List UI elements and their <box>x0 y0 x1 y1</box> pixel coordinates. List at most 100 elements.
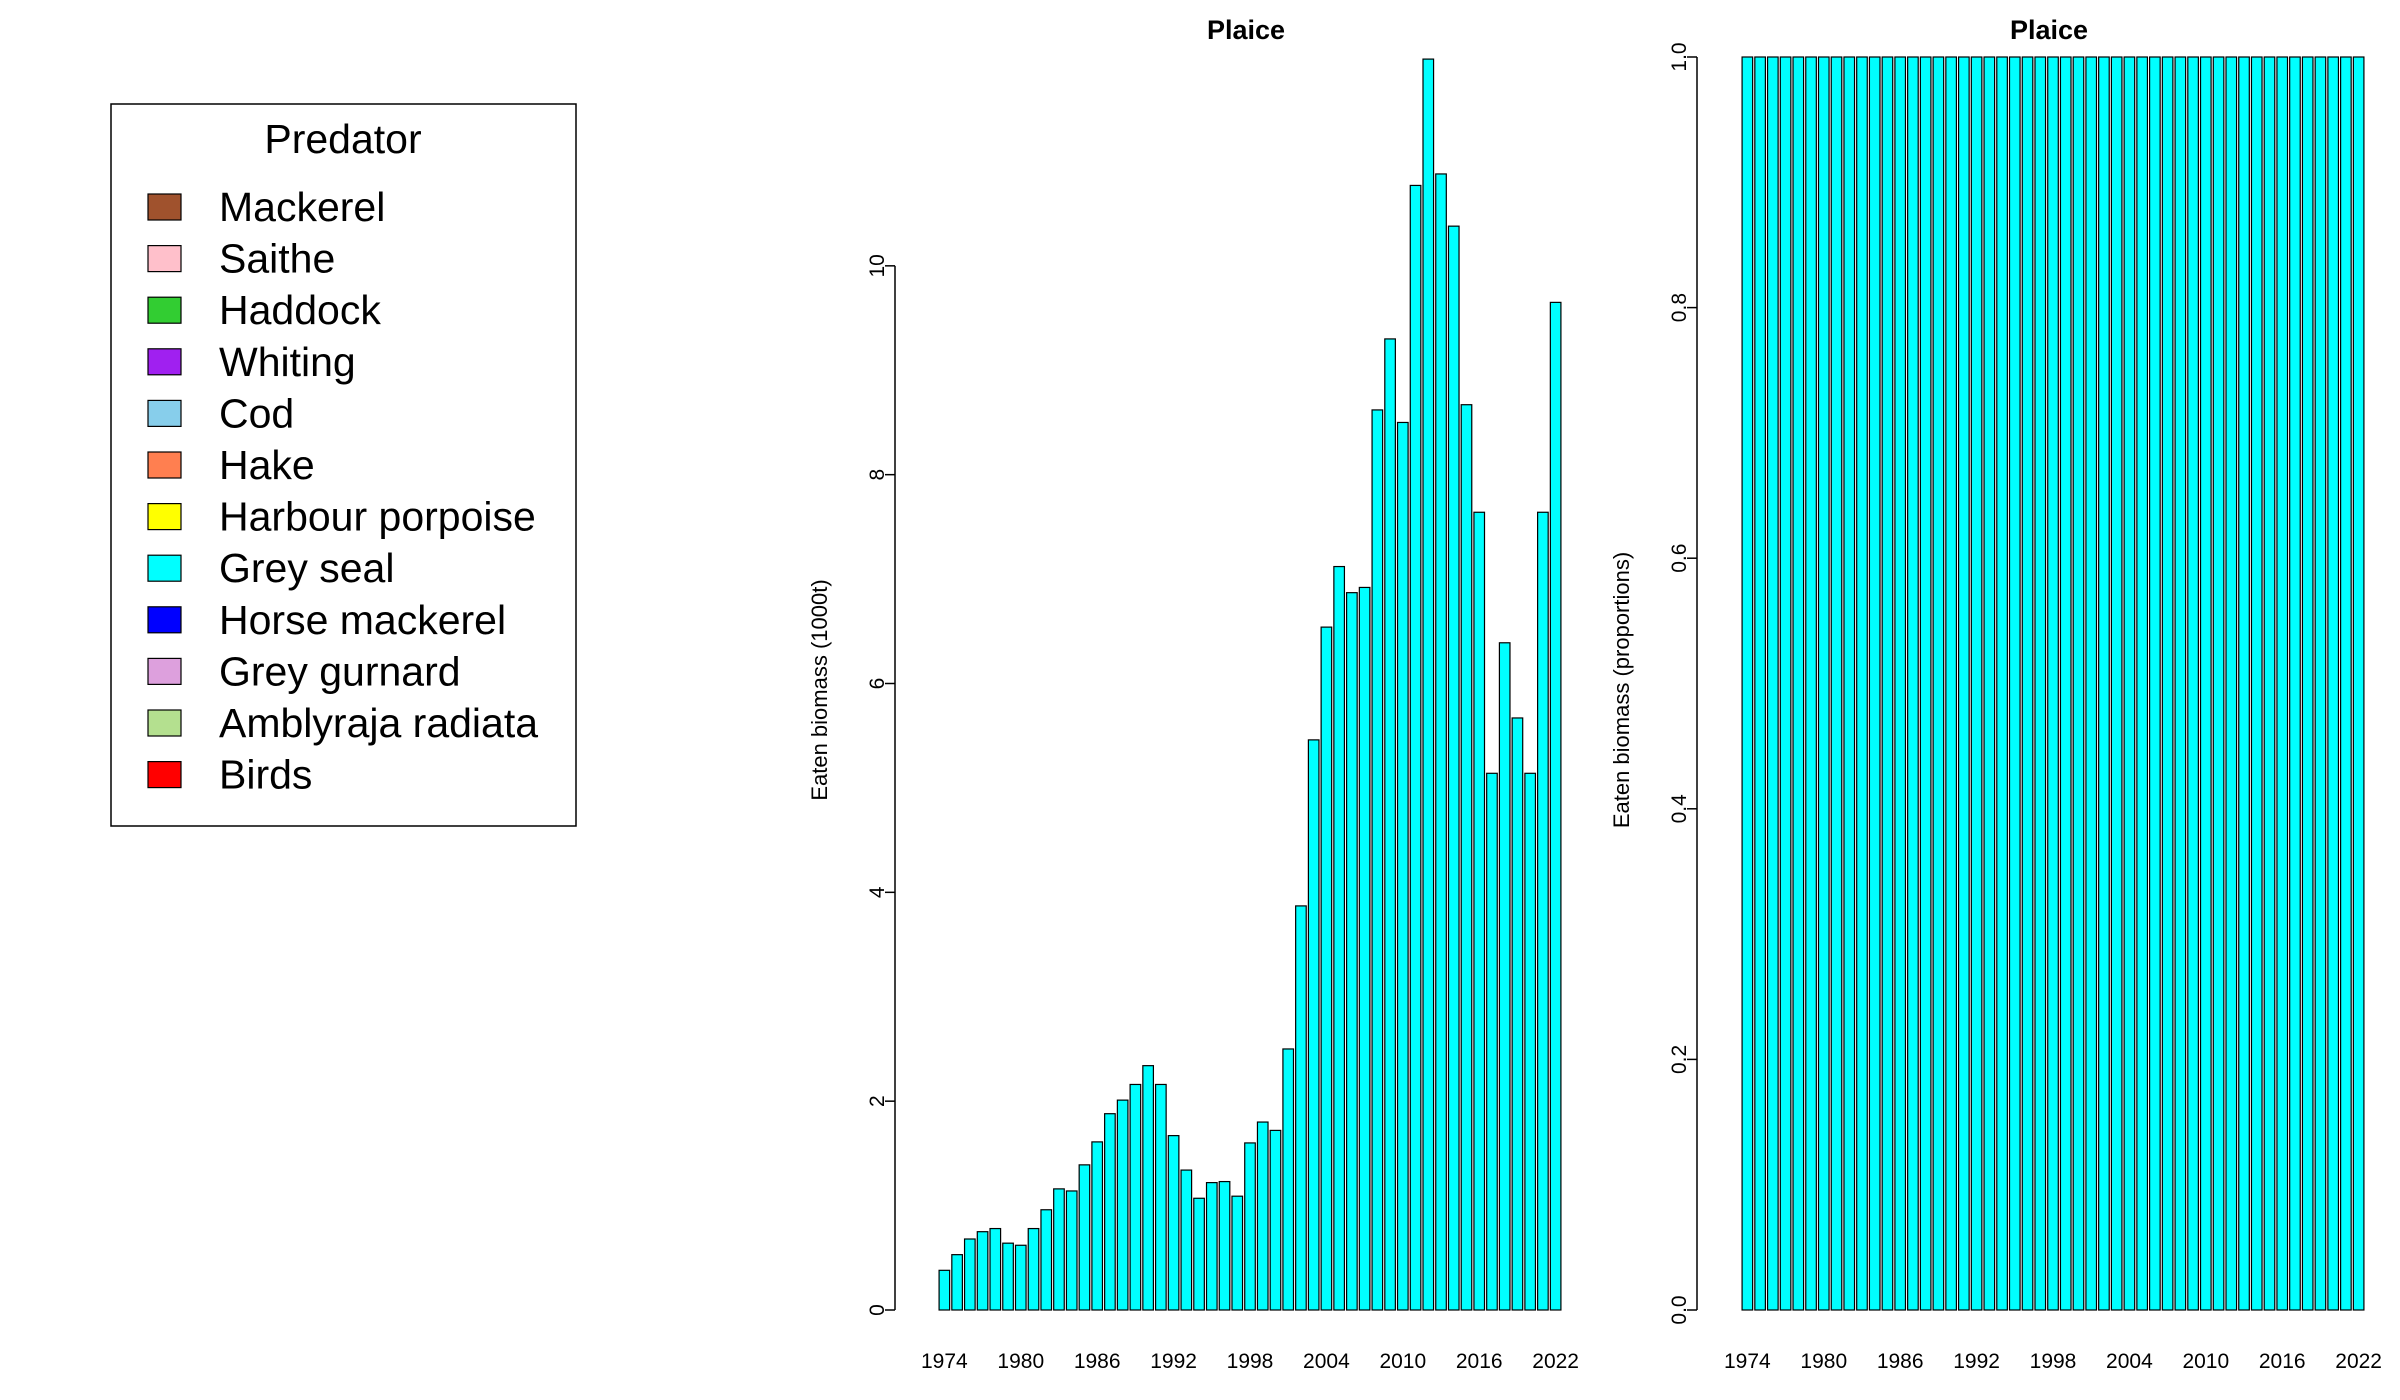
x-tick-label: 1980 <box>1800 1350 1847 1373</box>
bar-2004 <box>1320 626 1333 1311</box>
bar-2005 <box>1333 565 1346 1311</box>
bar-1998 <box>1244 1142 1256 1311</box>
y-axis: 0 2 4 6 8 10 <box>866 254 896 1316</box>
bar-2017 <box>1486 772 1498 1311</box>
bar-1993 <box>1983 56 1996 1311</box>
legend: Predator Mackerel Saithe Haddock Whiting Cod… <box>110 103 577 827</box>
bar-1976 <box>963 1238 976 1311</box>
bar-2003 <box>2110 56 2123 1311</box>
legend-box <box>110 103 577 827</box>
bar-1995 <box>2008 56 2021 1311</box>
y-tick-label: 4 <box>866 886 889 898</box>
bar-2008 <box>2174 56 2187 1311</box>
chart-proportions: Plaice Eaten biomass (proportions) 0.00.… <box>1609 15 2382 1373</box>
x-tick-label: 2004 <box>1303 1350 1350 1373</box>
x-tick-label: 1986 <box>1877 1350 1924 1373</box>
bar-1983 <box>1856 56 1868 1311</box>
x-tick-label: 1992 <box>1150 1350 1197 1373</box>
legend-label: Saithe <box>219 236 335 282</box>
x-tick-label: 1992 <box>1953 1350 2000 1373</box>
bar-2021 <box>2340 56 2352 1311</box>
bar-1994 <box>1193 1197 1205 1311</box>
y-tick-label: 6 <box>866 678 889 690</box>
bar-1995 <box>1205 1182 1218 1311</box>
legend-swatch <box>147 760 182 789</box>
legend-label: Mackerel <box>219 184 385 230</box>
x-tick-label: 1980 <box>997 1350 1044 1373</box>
legend-swatch <box>147 193 182 221</box>
legend-label: Harbour porpoise <box>219 494 536 540</box>
bar-2020 <box>2327 56 2340 1311</box>
x-tick-label: 1998 <box>1227 1350 1274 1373</box>
bar-1991 <box>1957 56 1970 1311</box>
bar-1976 <box>1766 56 1779 1311</box>
bar-2000 <box>2072 56 2085 1311</box>
bar-2008 <box>1371 409 1384 1311</box>
x-tick-label: 2004 <box>2106 1350 2153 1373</box>
bar-2013 <box>1435 173 1447 1311</box>
y-tick-label: 2 <box>866 1095 889 1107</box>
bar-1989 <box>1129 1083 1142 1311</box>
bar-2009 <box>1384 338 1396 1311</box>
x-tick-label: 2022 <box>1532 1350 1579 1373</box>
bar-2020 <box>1524 772 1537 1311</box>
legend-label: Hake <box>219 442 315 488</box>
bar-2007 <box>2161 56 2174 1311</box>
bar-2005 <box>2136 56 2149 1311</box>
bar-1987 <box>1104 1113 1116 1311</box>
bar-1975 <box>951 1254 963 1311</box>
bar-2009 <box>2187 56 2199 1311</box>
y-axis-label: Eaten biomass (1000t) <box>807 579 832 800</box>
bar-1978 <box>1792 56 1805 1311</box>
bar-1978 <box>989 1227 1002 1311</box>
bar-1989 <box>1932 56 1945 1311</box>
legend-swatch <box>147 657 182 686</box>
bar-2012 <box>1422 58 1435 1311</box>
bar-2002 <box>1295 905 1307 1311</box>
bar-1985 <box>1881 56 1894 1311</box>
bar-2010 <box>2199 56 2212 1311</box>
x-tick-label: 2022 <box>2335 1350 2382 1373</box>
bar-1996 <box>2021 56 2034 1311</box>
bar-2016 <box>2276 56 2289 1311</box>
y-axis-label: Eaten biomass (proportions) <box>1609 552 1634 828</box>
y-tick-label: 0 <box>866 1304 889 1316</box>
x-tick-label: 1974 <box>921 1350 968 1373</box>
x-tick-label: 2016 <box>1456 1350 1503 1373</box>
legend-swatch <box>147 245 182 273</box>
x-tick-label: 2016 <box>2259 1350 2306 1373</box>
bar-1977 <box>1779 56 1792 1311</box>
x-tick-label: 1998 <box>2030 1350 2077 1373</box>
bar-1975 <box>1754 56 1766 1311</box>
bar-1979 <box>1002 1242 1014 1311</box>
bar-1999 <box>1256 1121 1269 1311</box>
bars <box>1741 56 2365 1311</box>
legend-swatch <box>147 503 182 531</box>
bar-1980 <box>1014 1244 1027 1311</box>
legend-label: Amblyraja radiata <box>219 700 538 746</box>
y-tick-label: 1.0 <box>1668 42 1691 71</box>
bar-1984 <box>1065 1190 1078 1311</box>
bar-1994 <box>1996 56 2008 1311</box>
y-axis: 0.0 0.2 0.4 0.6 0.8 1.0 <box>1668 42 1698 1325</box>
bar-1984 <box>1868 56 1881 1311</box>
y-tick-label: 8 <box>866 469 889 481</box>
bar-2016 <box>1473 511 1486 1311</box>
legend-swatch <box>147 451 182 479</box>
chart-title: Plaice <box>2010 15 2088 45</box>
chart-absolute: Plaice Eaten biomass (1000t) 0 2 4 6 8 10 197… <box>807 15 1579 1373</box>
bar-2000 <box>1269 1129 1282 1311</box>
chart-title: Plaice <box>1207 15 1285 45</box>
bar-2019 <box>1511 717 1524 1311</box>
legend-label: Grey seal <box>219 545 394 591</box>
bar-1997 <box>1231 1195 1244 1311</box>
bar-1992 <box>1970 56 1983 1311</box>
bar-2002 <box>2098 56 2110 1311</box>
legend-label: Cod <box>219 390 294 436</box>
bar-2022 <box>2352 56 2365 1311</box>
bar-1981 <box>1027 1227 1040 1311</box>
x-tick-label: 1974 <box>1724 1350 1771 1373</box>
bar-1980 <box>1817 56 1830 1311</box>
legend-label: Whiting <box>219 339 356 385</box>
